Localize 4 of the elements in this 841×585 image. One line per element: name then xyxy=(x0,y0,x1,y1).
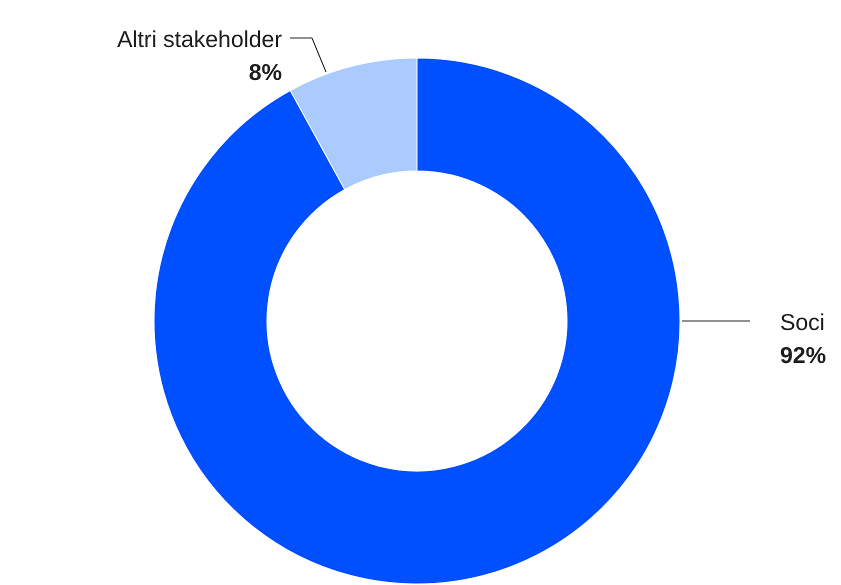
slice-label: Altri stakeholder xyxy=(117,26,282,52)
slice-label: Soci xyxy=(780,309,825,335)
data-label: 92% xyxy=(780,342,826,368)
data-label: 8% xyxy=(248,59,282,85)
